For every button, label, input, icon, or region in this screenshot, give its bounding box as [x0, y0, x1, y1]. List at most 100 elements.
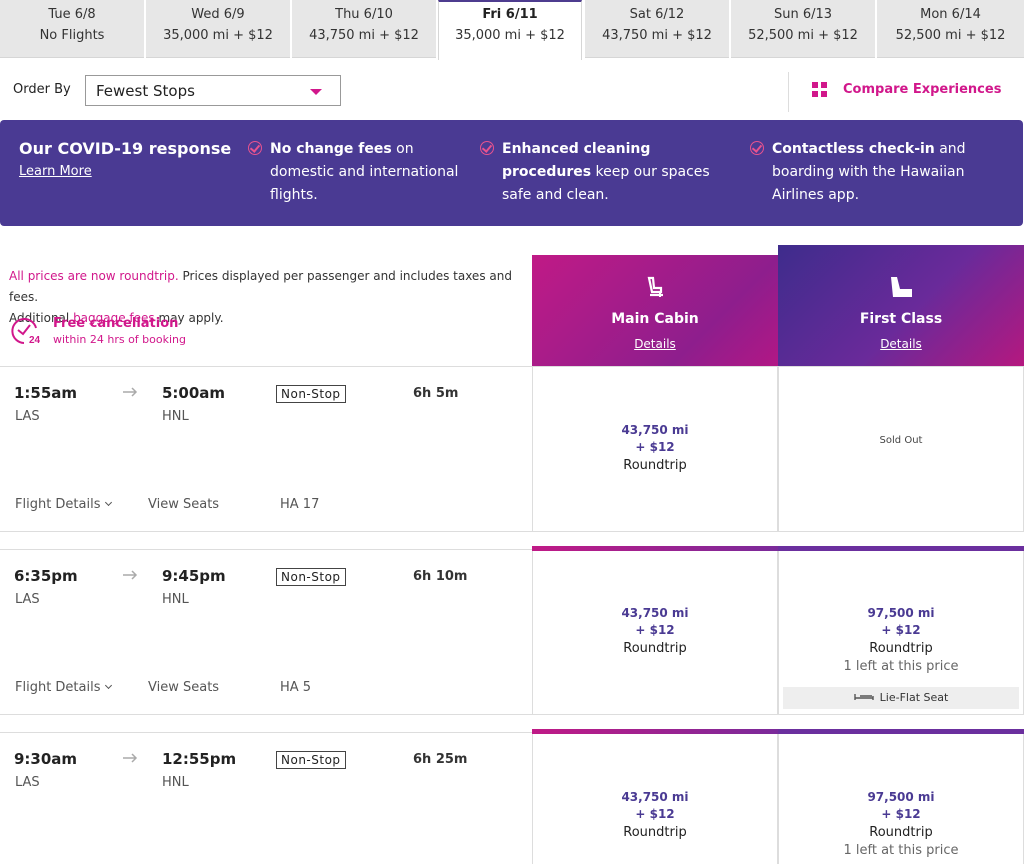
compare-experiences-link[interactable]: Compare Experiences: [812, 82, 1001, 97]
date-tab-day: Sat 6/12: [629, 7, 685, 22]
depart-city: LAS: [15, 775, 40, 790]
depart-time: 1:55am: [14, 384, 78, 402]
fare-miles: 43,750 mi: [621, 790, 689, 804]
covid-item-change-fees: No change fees on domestic and internati…: [248, 138, 460, 207]
stops-badge: Non-Stop: [276, 385, 346, 403]
date-tab-price: 52,500 mi + $12: [748, 28, 858, 43]
fare-fee: + $12: [635, 807, 675, 821]
arrive-city: HNL: [162, 592, 189, 607]
date-tab-fri-6-11[interactable]: Fri 6/11 35,000 mi + $12: [438, 0, 582, 60]
order-by-value: Fewest Stops: [96, 82, 195, 100]
chevron-down-icon: [104, 681, 112, 690]
fare-type: Roundtrip: [623, 825, 687, 840]
free-cancellation-title: Free cancellation: [53, 316, 179, 331]
caret-down-icon: [310, 89, 322, 95]
clock-24-icon: 24: [11, 318, 40, 346]
svg-text:24: 24: [29, 335, 40, 346]
fare-main-cabin[interactable]: 43,750 mi + $12 Roundtrip: [532, 366, 778, 532]
grid-icon: [812, 82, 827, 97]
date-tab-price: 52,500 mi + $12: [895, 28, 1006, 43]
covid-item-bold: No change fees: [270, 141, 392, 157]
roundtrip-note-link[interactable]: All prices are now roundtrip.: [9, 269, 179, 283]
view-seats-link[interactable]: View Seats: [148, 497, 220, 512]
fare-fee: + $12: [635, 623, 675, 637]
order-by-select[interactable]: Fewest Stops: [85, 75, 341, 106]
cabin-header-first: First Class Details: [778, 245, 1024, 366]
depart-city: LAS: [15, 409, 40, 424]
fare-accent-bar: [532, 729, 778, 734]
arrive-time: 12:55pm: [162, 750, 237, 768]
covid-item-contactless: Contactless check-in and boarding with t…: [750, 138, 972, 207]
availability-note: 1 left at this price: [843, 843, 959, 858]
fare-miles: 97,500 mi: [867, 790, 935, 804]
fare-first-class[interactable]: 97,500 mi + $12 Roundtrip 1 left at this…: [778, 729, 1024, 864]
covid-item-bold: Contactless check-in: [772, 141, 935, 157]
date-tab-wed-6-9[interactable]: Wed 6/9 35,000 mi + $12: [146, 0, 290, 58]
check-circle-icon: [750, 141, 764, 155]
date-tab-day: Thu 6/10: [335, 7, 393, 22]
price-note-text: Prices displayed per passenger and inclu…: [9, 269, 512, 304]
fare-miles: 97,500 mi: [867, 606, 935, 620]
flight-info: 6:35pm LAS 9:45pm HNL Non-Stop 6h 10m Fl…: [0, 549, 532, 715]
cabin-name: First Class: [859, 311, 943, 327]
date-tab-day: Wed 6/9: [191, 7, 245, 22]
date-tab-tue-6-8[interactable]: Tue 6/8 No Flights: [0, 0, 144, 58]
fare-main-cabin[interactable]: 43,750 mi + $12 Roundtrip: [532, 546, 778, 715]
baggage-fees-link[interactable]: baggage fees: [73, 311, 155, 325]
check-circle-icon: [480, 141, 494, 155]
fare-fee: + $12: [635, 440, 675, 454]
fare-fee: + $12: [881, 807, 921, 821]
fare-fee: + $12: [881, 623, 921, 637]
stops-badge: Non-Stop: [276, 751, 346, 769]
seat-badge-label: Lie-Flat Seat: [879, 691, 949, 704]
date-tab-price: No Flights: [39, 28, 105, 43]
view-seats-link[interactable]: View Seats: [148, 680, 220, 695]
fare-first-class[interactable]: 97,500 mi + $12 Roundtrip 1 left at this…: [778, 546, 1024, 715]
compare-experiences-label: Compare Experiences: [843, 82, 1002, 97]
fare-accent-bar: [778, 546, 1024, 551]
depart-time: 6:35pm: [14, 567, 78, 585]
chevron-down-icon: [104, 498, 112, 507]
flight-details-link[interactable]: Flight Details: [15, 497, 112, 512]
fare-miles: 43,750 mi: [621, 423, 689, 437]
depart-time: 9:30am: [14, 750, 78, 768]
fare-type: Roundtrip: [623, 641, 687, 656]
seat-icon: [647, 276, 663, 297]
date-tab-price: 35,000 mi + $12: [163, 28, 273, 43]
price-note: All prices are now roundtrip. Prices dis…: [9, 266, 519, 329]
covid-banner: Our COVID-19 response Learn More No chan…: [0, 120, 1023, 226]
date-tab-price: 43,750 mi + $12: [602, 28, 712, 43]
fare-main-cabin[interactable]: 43,750 mi + $12 Roundtrip: [532, 729, 778, 864]
date-tab-sun-6-13[interactable]: Sun 6/13 52,500 mi + $12: [731, 0, 875, 58]
date-tab-price: 35,000 mi + $12: [455, 28, 565, 43]
flight-details-link[interactable]: Flight Details: [15, 680, 112, 695]
check-circle-icon: [248, 141, 262, 155]
stops-badge: Non-Stop: [276, 568, 346, 586]
covid-item-text: keep our spaces safe and clean.: [502, 164, 710, 203]
learn-more-link[interactable]: Learn More: [19, 164, 92, 179]
fare-type: Roundtrip: [623, 458, 687, 473]
covid-item-text: on domestic and international flights.: [270, 141, 459, 203]
arrive-city: HNL: [162, 409, 189, 424]
cabin-name: Main Cabin: [611, 311, 699, 327]
date-tab-mon-6-14[interactable]: Mon 6/14 52,500 mi + $12: [877, 0, 1024, 58]
cabin-details-link[interactable]: Details: [880, 337, 922, 351]
date-selector: Tue 6/8 No Flights Wed 6/9 35,000 mi + $…: [0, 0, 1024, 60]
depart-city: LAS: [15, 592, 40, 607]
arrow-right-icon: [123, 570, 138, 580]
cabin-details-link[interactable]: Details: [634, 337, 676, 351]
sold-out-label: Sold Out: [879, 435, 923, 446]
arrive-time: 5:00am: [162, 384, 226, 402]
bed-icon: [853, 694, 874, 700]
fare-accent-bar: [532, 546, 778, 551]
availability-note: 1 left at this price: [843, 659, 959, 674]
arrow-right-icon: [123, 387, 138, 397]
fare-accent-bar: [778, 729, 1024, 734]
fare-type: Roundtrip: [869, 825, 933, 840]
duration: 6h 5m: [413, 386, 459, 401]
date-tab-sat-6-12[interactable]: Sat 6/12 43,750 mi + $12: [585, 0, 729, 58]
date-tab-day: Tue 6/8: [48, 7, 96, 22]
date-tab-thu-6-10[interactable]: Thu 6/10 43,750 mi + $12: [292, 0, 436, 58]
arrow-right-icon: [123, 753, 138, 763]
flight-details-label: Flight Details: [15, 497, 101, 512]
